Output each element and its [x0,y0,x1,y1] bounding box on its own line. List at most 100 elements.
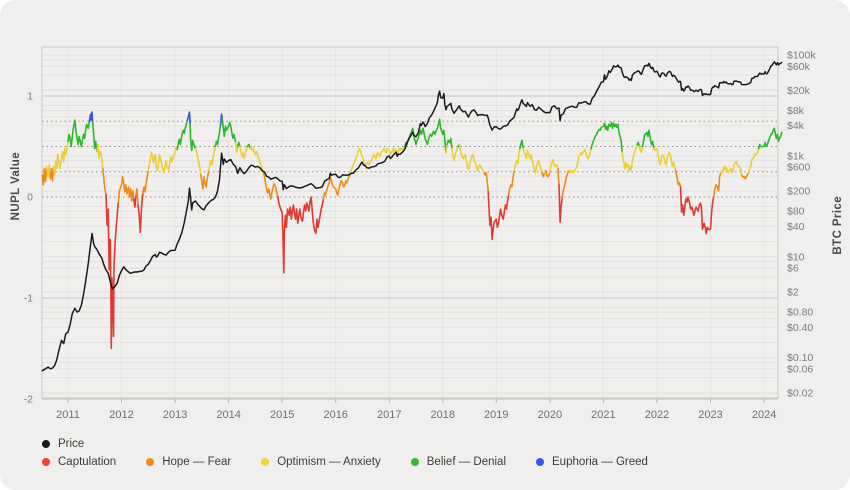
nupl-line-segment [249,145,265,174]
nupl-line-segment [653,147,677,172]
nupl-line-segment [541,172,546,178]
nupl-line-segment [246,143,251,150]
nupl-line-segment [445,143,448,154]
year-label: 2020 [538,409,562,421]
price-tick-label: $0.10 [787,352,813,364]
nupl-line-segment [137,192,144,234]
nupl-line-segment [507,169,515,196]
year-label: 2013 [163,409,187,421]
nupl-line-segment [262,172,279,200]
right-axis-title: BTC Price [832,196,844,255]
nupl-line-segment [49,165,55,182]
legend-item-band-0-label: Captulation [58,456,117,468]
legend-item-price-label: Price [58,438,85,450]
year-label: 2011 [56,409,80,421]
nupl-line-segment [679,186,715,235]
nupl-line-segment [621,143,638,172]
legend-item-band-2-label: Optimism — Anxiety [277,456,381,468]
legend-item-band-0-dot-icon [42,458,50,466]
nupl-line-segment [404,118,447,154]
legend-item-price-dot-icon [42,440,50,448]
legend-item-price[interactable]: Price [42,438,84,450]
chart-legend: Price Captulation Hope — Fear Optimism — A… [42,438,678,474]
legend-item-band-3-label: Belief — Denial [426,456,507,468]
nupl-line-segment [135,188,139,206]
nupl-line-segment [214,123,222,148]
year-label: 2021 [591,409,615,421]
nupl-line-segment [322,172,351,200]
nupl-line-segment [740,172,750,180]
price-line [41,61,783,372]
price-tick-label: $4k [787,120,805,132]
legend-item-band-2[interactable]: Optimism — Anxiety [261,456,381,468]
nupl-tick-label: 1 [27,91,33,103]
price-tick-label: $40 [787,221,805,233]
nupl-line-segment [236,141,241,148]
nupl-line-segment [719,160,743,176]
nupl-line-segment [45,163,52,180]
legend-item-band-1[interactable]: Hope — Fear [146,456,231,468]
nupl-line-segment [349,145,406,174]
nupl-line-segment [88,111,94,124]
nupl-line-segment [761,127,783,148]
year-label: 2023 [698,409,722,421]
legend-row-bands: Captulation Hope — Fear Optimism — Anxiety… [42,456,678,468]
legend-item-band-3[interactable]: Belief — Denial [410,456,507,468]
price-tick-label: $100k [787,50,816,62]
nupl-line-segment [219,113,223,126]
legend-item-band-0[interactable]: Captulation [42,456,116,468]
nupl-line-segment [176,119,189,151]
price-tick-label: $0.06 [787,363,813,375]
nupl-line-segment [117,176,135,203]
nupl-line-segment [96,143,104,170]
nupl-line-segment [186,111,191,126]
nupl-line-segment [567,147,592,174]
nupl-line-segment [239,145,249,160]
nupl-line-segment [519,139,524,150]
legend-item-band-1-dot-icon [146,458,155,466]
year-label: 2016 [323,409,347,421]
nupl-line-segment [674,169,682,188]
nupl-line-segment [712,172,722,198]
year-label: 2022 [645,409,669,421]
nupl-line-segment [636,141,641,148]
nupl-line-segment [557,167,560,186]
nupl-line-segment [52,140,69,176]
nupl-line-segment [208,145,216,172]
nupl-line-segment [638,145,644,154]
legend-item-band-4[interactable]: Euphoria — Greed [536,456,648,468]
nupl-line-segment [561,169,570,198]
nupl-line-segment [451,145,460,162]
nupl-line-segment [147,145,178,174]
nupl-line-segment [458,143,485,174]
nupl-line-segment [487,191,510,241]
price-tick-label: $60k [787,61,811,73]
nupl-line-segment [221,117,237,144]
year-label: 2017 [377,409,401,421]
nupl-tick-label: 0 [27,192,33,204]
year-label: 2018 [431,409,455,421]
nupl-line-segment [91,121,98,153]
nupl-line-segment [200,169,210,190]
nupl-line-segment [747,147,760,174]
nupl-line-segment [590,121,623,154]
nupl-line-segment [522,147,543,174]
legend-item-band-3-dot-icon [410,458,419,466]
price-tick-label: $1k [787,150,805,162]
price-tick-label: $20k [787,85,811,97]
price-tick-label: $600 [787,162,811,174]
nupl-line-segment [194,147,202,176]
nupl-line-segment [483,172,490,193]
legend-item-band-4-dot-icon [536,458,545,466]
legend-row-price: Price [42,438,678,450]
price-tick-label: $0.80 [787,307,813,319]
nupl-line-segment [67,119,91,148]
year-label: 2015 [270,409,294,421]
nupl-line-segment [549,158,559,174]
price-tick-label: $8k [787,105,805,117]
price-tick-label: $2 [787,287,799,299]
legend-item-band-2-dot-icon [261,458,270,466]
year-label: 2012 [109,409,133,421]
